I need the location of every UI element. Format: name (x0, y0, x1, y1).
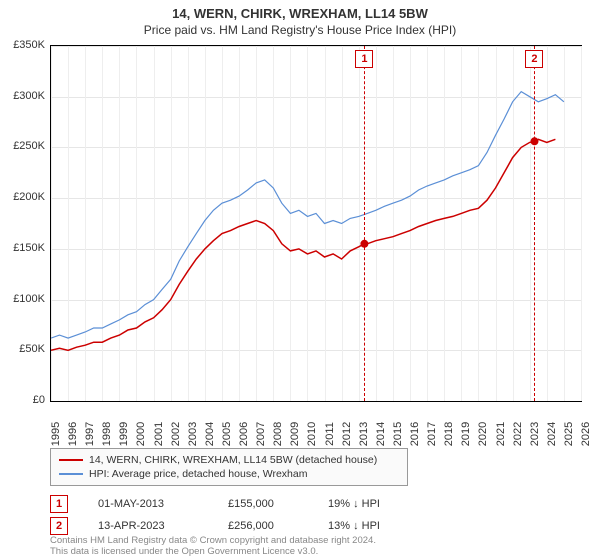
x-tick-label: 1998 (101, 422, 113, 446)
y-tick-label: £200K (13, 191, 45, 203)
sale-2-delta: 13% ↓ HPI (328, 520, 408, 532)
x-tick-label: 2003 (187, 422, 199, 446)
x-tick-label: 2008 (272, 422, 284, 446)
x-tick-label: 2020 (477, 422, 489, 446)
x-tick-label: 2006 (238, 422, 250, 446)
x-tick-label: 2009 (289, 422, 301, 446)
x-tick-label: 2015 (392, 422, 404, 446)
x-tick-label: 1996 (67, 422, 79, 446)
chart-legend: 14, WERN, CHIRK, WREXHAM, LL14 5BW (deta… (50, 448, 408, 486)
series-line-hpi (51, 92, 564, 339)
x-tick-label: 2014 (375, 422, 387, 446)
x-tick-label: 2018 (443, 422, 455, 446)
x-tick-label: 2010 (306, 422, 318, 446)
legend-label-property: 14, WERN, CHIRK, WREXHAM, LL14 5BW (deta… (89, 454, 377, 466)
legend-swatch-property (59, 459, 83, 461)
legend-swatch-hpi (59, 473, 83, 475)
sale-1-date: 01-MAY-2013 (98, 498, 198, 510)
legend-label-hpi: HPI: Average price, detached house, Wrex… (89, 468, 308, 480)
sale-marker-2-icon: 2 (50, 517, 68, 535)
x-tick-label: 2012 (341, 422, 353, 446)
x-axis-ticks: 1995199619971998199920002001200220032004… (50, 400, 580, 440)
x-tick-label: 2004 (204, 422, 216, 446)
footer-attribution: Contains HM Land Registry data © Crown c… (50, 535, 376, 558)
x-tick-label: 2011 (324, 422, 336, 446)
sale-vline-2 (534, 46, 535, 401)
chart-subtitle: Price paid vs. HM Land Registry's House … (0, 21, 600, 41)
sales-table: 1 01-MAY-2013 £155,000 19% ↓ HPI 2 13-AP… (50, 493, 408, 537)
sale-vline-1 (364, 46, 365, 401)
x-tick-label: 2024 (546, 422, 558, 446)
x-tick-label: 1999 (118, 422, 130, 446)
x-tick-label: 2017 (426, 422, 438, 446)
sale-float-label-1: 1 (355, 50, 373, 68)
chart-title: 14, WERN, CHIRK, WREXHAM, LL14 5BW (0, 0, 600, 21)
legend-item-hpi: HPI: Average price, detached house, Wrex… (59, 467, 399, 481)
sale-row-2: 2 13-APR-2023 £256,000 13% ↓ HPI (50, 515, 408, 537)
series-line-property_price (51, 139, 555, 350)
sale-2-date: 13-APR-2023 (98, 520, 198, 532)
x-tick-label: 2016 (409, 422, 421, 446)
footer-line-2: This data is licensed under the Open Gov… (50, 546, 376, 557)
x-tick-label: 2002 (170, 422, 182, 446)
x-tick-label: 2022 (512, 422, 524, 446)
x-tick-label: 2023 (529, 422, 541, 446)
y-tick-label: £350K (13, 39, 45, 51)
x-tick-label: 2005 (221, 422, 233, 446)
x-tick-label: 2000 (135, 422, 147, 446)
sale-1-delta: 19% ↓ HPI (328, 498, 408, 510)
sale-float-label-2: 2 (525, 50, 543, 68)
x-tick-label: 2019 (460, 422, 472, 446)
sale-2-price: £256,000 (228, 520, 298, 532)
x-tick-label: 1995 (50, 422, 62, 446)
x-tick-label: 2025 (563, 422, 575, 446)
y-tick-label: £0 (33, 394, 45, 406)
chart-svg (51, 46, 581, 401)
x-tick-label: 1997 (84, 422, 96, 446)
y-tick-label: £250K (13, 140, 45, 152)
y-tick-label: £50K (19, 343, 45, 355)
y-tick-label: £300K (13, 90, 45, 102)
x-tick-label: 2021 (495, 422, 507, 446)
sale-marker-1-icon: 1 (50, 495, 68, 513)
y-tick-label: £150K (13, 242, 45, 254)
sale-row-1: 1 01-MAY-2013 £155,000 19% ↓ HPI (50, 493, 408, 515)
x-tick-label: 2013 (358, 422, 370, 446)
footer-line-1: Contains HM Land Registry data © Crown c… (50, 535, 376, 546)
chart-plot-area: 12 (50, 45, 582, 402)
x-tick-label: 2007 (255, 422, 267, 446)
y-tick-label: £100K (13, 293, 45, 305)
sale-1-price: £155,000 (228, 498, 298, 510)
x-tick-label: 2001 (153, 422, 165, 446)
legend-item-property: 14, WERN, CHIRK, WREXHAM, LL14 5BW (deta… (59, 453, 399, 467)
x-tick-label: 2026 (580, 422, 592, 446)
